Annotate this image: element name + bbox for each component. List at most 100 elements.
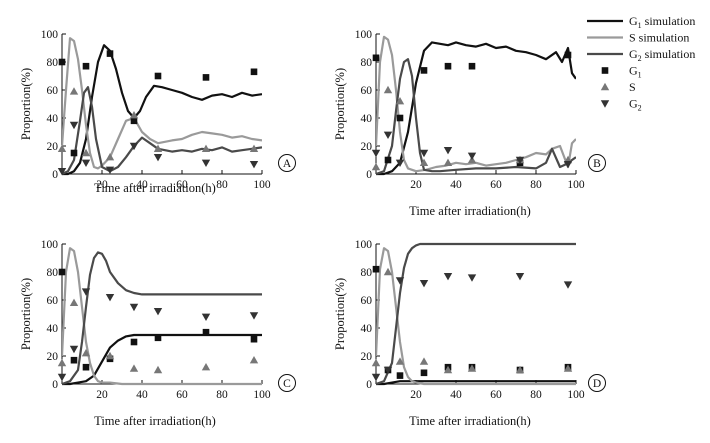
panel-d-s-point-6	[515, 365, 525, 374]
panel-a-g1-point-6	[202, 74, 210, 81]
panel-b-g1-point-1	[384, 156, 392, 164]
panel-c-s-points	[57, 298, 259, 374]
panel-a-s-point-5	[153, 144, 163, 152]
panel-c-ylabel: Proportion(%)	[19, 278, 33, 350]
panel-b-xtick-label-20: 20	[410, 179, 422, 191]
panel-c-g2-point-3	[105, 294, 115, 302]
panel-d-xtick-label-20: 20	[410, 389, 422, 401]
panel-c-ytick-label-80: 80	[47, 267, 59, 279]
legend-g1-obs-swatch	[601, 67, 609, 74]
panel-b-g1-point-4	[444, 62, 452, 70]
panel-c-g2-points	[57, 288, 259, 382]
panel-d-s-points	[371, 267, 573, 374]
panel-b-g2-points	[371, 131, 573, 169]
panel-a-g2-simulation-line	[62, 86, 262, 175]
panel-b-g1-simulation-line	[376, 41, 576, 176]
panel-c-ytick-label-0: 0	[52, 379, 58, 391]
panel-c-ytick-label-60: 60	[47, 295, 59, 307]
panel-a: 0 20 40 60 80 100 20 40 60 80 100 Time after irradi…	[19, 29, 296, 195]
panel-a-ytick-label-100: 100	[41, 29, 59, 41]
panel-d-ytick-label-0: 0	[366, 379, 372, 391]
panel-d-xtick-label-60: 60	[490, 389, 502, 401]
panel-d-s-point-5	[467, 364, 477, 372]
panel-d-g2-point-4	[443, 273, 453, 281]
panel-a-g2-point-1	[69, 121, 79, 130]
panel-c-g2-point-1	[69, 345, 79, 354]
legend-g2-obs: G2	[600, 97, 642, 113]
panel-b-g2-simulation-line	[376, 58, 576, 176]
panel-d-ytick-label-80: 80	[361, 267, 373, 279]
panel-c-g1-point-1	[70, 356, 78, 364]
panel-a-g2-points	[57, 121, 259, 176]
panel-d-g2-point-1	[383, 366, 393, 375]
panel-d-g1-simulation-line	[376, 380, 576, 386]
panel-c-g2-point-4	[129, 303, 139, 312]
legend-g2-obs-label: G2	[629, 97, 642, 113]
panel-a-ytick-label-80: 80	[47, 57, 59, 69]
panel-d-s-point-0	[371, 358, 381, 367]
legend-s-obs-label: S	[629, 80, 636, 94]
panel-d-ytick-label-60: 60	[361, 295, 373, 307]
panel-b-g1-point-0	[372, 54, 380, 62]
panel-b-g1-point-7	[564, 51, 572, 59]
panel-c-g1-point-7	[250, 335, 258, 343]
panel-c-badge-label: C	[283, 378, 291, 390]
panel-c-g1-point-2	[82, 363, 90, 371]
panel-d-s-simulation-line	[376, 247, 576, 386]
panel-b-g1-point-2	[396, 114, 404, 122]
panel-a-s-point-2	[81, 148, 91, 157]
panel-c-s-point-0	[57, 358, 67, 367]
panel-b-xlabel: Time after irradiation(h)	[409, 204, 531, 218]
panel-c-g2-point-6	[201, 313, 211, 321]
panel-b-xtick-label-80: 80	[530, 179, 542, 191]
legend-g1-obs-label: G1	[629, 64, 642, 80]
panel-a-g1-point-0	[58, 58, 66, 66]
panel-a-g1-simulation-line	[62, 44, 262, 176]
panel-d-s-point-3	[419, 357, 429, 365]
legend-s-sim: S simulation	[587, 31, 689, 45]
panel-d-g1-point-2	[396, 372, 404, 379]
panel-a-ylabel: Proportion(%)	[19, 68, 33, 140]
panel-c-g1-point-5	[154, 334, 162, 342]
panel-c-s-point-3	[105, 351, 115, 360]
panel-b-g2-point-1	[383, 131, 393, 139]
panel-b-xtick-label-40: 40	[450, 179, 462, 191]
panel-b-ytick-label-0: 0	[366, 169, 372, 181]
panel-a-g1-point-3	[106, 50, 114, 57]
panel-a-badge-circle	[278, 154, 296, 172]
panel-b-s-point-0	[371, 162, 381, 171]
panel-d-s-point-2	[395, 357, 405, 365]
panel-c-xtick-label-80: 80	[216, 389, 228, 401]
panel-c-g1-point-6	[202, 328, 210, 336]
panel-b-badge-circle	[588, 154, 606, 172]
panel-a-g2-point-0	[57, 168, 67, 176]
panel-d-g2-point-6	[515, 273, 525, 281]
chart-panels: 0 20 40 60 80 100 20 40 60 80 100 Time after irradi…	[19, 29, 606, 428]
panel-b-g2-point-5	[467, 152, 477, 160]
panel-d-g2-point-7	[563, 281, 573, 289]
panel-a-xtick-label-20: 20	[96, 179, 108, 191]
panel-d-g2-simulation-line	[376, 242, 576, 386]
panel-c-g2-point-7	[249, 312, 259, 320]
legend-s-obs-swatch	[600, 82, 610, 91]
panel-b-ytick-label-100: 100	[355, 29, 373, 41]
panel-d-xtick-label-40: 40	[450, 389, 462, 401]
panel-c-s-point-7	[249, 356, 259, 364]
panel-d-s-point-4	[443, 365, 453, 374]
panel-b-badge-label: B	[593, 158, 601, 170]
panel-b-g2-point-6	[515, 156, 525, 165]
panel-c-g1-point-4	[130, 338, 138, 346]
panel-a-s-point-7	[249, 144, 259, 152]
panel-a-g2-point-5	[153, 154, 163, 162]
panel-b-ylabel: Proportion(%)	[333, 68, 347, 140]
panel-c-s-point-4	[129, 364, 139, 372]
panel-b-s-point-3	[419, 158, 429, 166]
panel-a-g2-point-3	[105, 166, 115, 174]
panel-b-ytick-label-20: 20	[361, 141, 373, 153]
panel-d-ytick-label-40: 40	[361, 323, 373, 335]
panel-a-s-point-3	[105, 153, 115, 161]
panel-a-s-point-4	[129, 111, 139, 119]
panel-b-xtick-label-100: 100	[567, 179, 585, 191]
legend-g2-obs-swatch	[600, 100, 610, 108]
panel-a-g2-point-6	[201, 159, 211, 167]
